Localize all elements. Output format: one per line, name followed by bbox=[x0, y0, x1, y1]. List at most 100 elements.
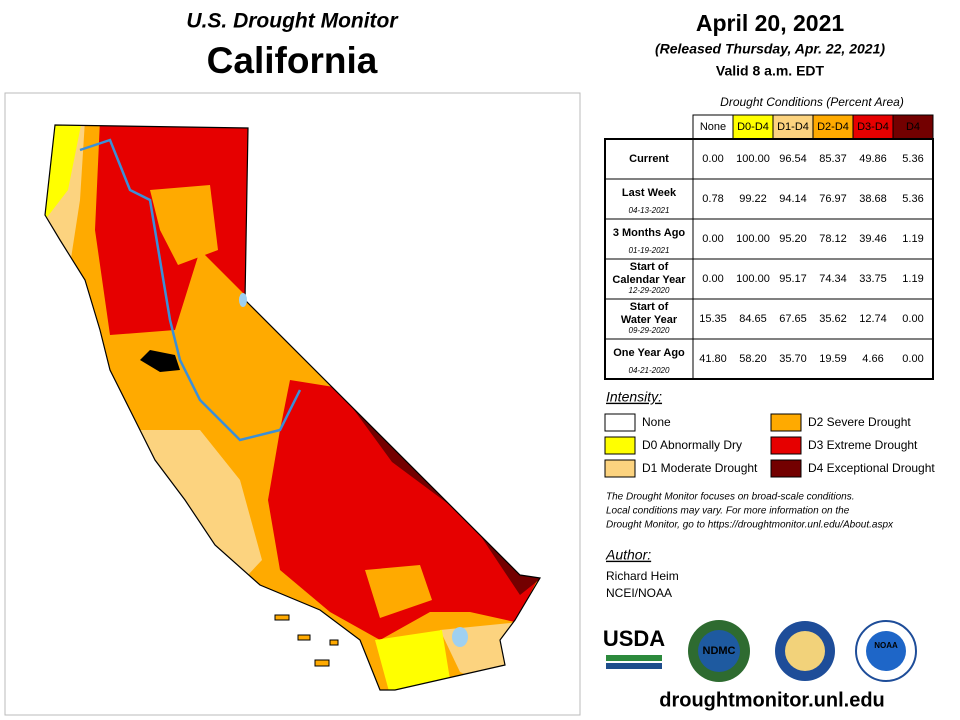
cell-value: 76.97 bbox=[819, 193, 847, 205]
row-date: 01-19-2021 bbox=[629, 246, 670, 255]
cell-value: 1.19 bbox=[902, 273, 923, 285]
column-header: None bbox=[700, 121, 726, 133]
column-header-cell bbox=[892, 114, 934, 140]
logo-bar bbox=[606, 663, 662, 669]
legend-label: D1 Moderate Drought bbox=[642, 461, 758, 475]
title: U.S. Drought Monitor bbox=[186, 10, 399, 33]
legend-swatch bbox=[770, 436, 802, 455]
cell-value: 41.80 bbox=[699, 353, 727, 365]
author-line: Richard Heim bbox=[606, 569, 679, 583]
cell-value: 0.78 bbox=[702, 193, 723, 205]
logo-noaa-inner bbox=[866, 631, 906, 671]
d3-area bbox=[268, 380, 540, 640]
cell-value: 1.19 bbox=[902, 233, 923, 245]
river bbox=[79, 138, 302, 442]
cell-value: 99.22 bbox=[739, 193, 767, 205]
d2-area bbox=[365, 565, 432, 618]
cell-value: 35.70 bbox=[779, 353, 807, 365]
logo-ndmc: NDMC bbox=[703, 645, 736, 657]
cell-value: 39.46 bbox=[859, 233, 887, 245]
legend-swatch bbox=[770, 459, 802, 478]
row-date: 04-21-2020 bbox=[629, 366, 670, 375]
note-line: The Drought Monitor focuses on broad-sca… bbox=[606, 492, 854, 503]
row-label: One Year Ago bbox=[613, 347, 685, 359]
cell-value: 74.34 bbox=[819, 273, 847, 285]
legend-title: Intensity: bbox=[606, 389, 662, 405]
d2-area bbox=[150, 185, 218, 265]
d0-area bbox=[375, 630, 452, 690]
table-caption: Drought Conditions (Percent Area) bbox=[720, 95, 904, 109]
cell-value: 12.74 bbox=[859, 313, 887, 325]
island bbox=[314, 659, 330, 667]
cell-value: 0.00 bbox=[702, 153, 723, 165]
legend-swatch bbox=[770, 413, 802, 432]
cell-value: 0.00 bbox=[902, 313, 923, 325]
island bbox=[274, 614, 290, 621]
cell-value: 94.14 bbox=[779, 193, 807, 205]
released: (Released Thursday, Apr. 22, 2021) bbox=[655, 41, 885, 57]
logo-doc-inner bbox=[785, 631, 825, 671]
author-line: NCEI/NOAA bbox=[606, 586, 672, 600]
legend-label: D3 Extreme Drought bbox=[808, 438, 918, 452]
cell-value: 100.00 bbox=[736, 233, 770, 245]
state-outline bbox=[44, 124, 541, 691]
row-label: 3 Months Ago bbox=[613, 227, 686, 239]
lake bbox=[239, 293, 247, 307]
islands bbox=[274, 614, 339, 667]
lake bbox=[452, 627, 468, 647]
cell-value: 84.65 bbox=[739, 313, 767, 325]
cell-value: 100.00 bbox=[736, 273, 770, 285]
column-header: D2-D4 bbox=[817, 121, 849, 133]
logo-noaa: NOAA bbox=[874, 641, 898, 650]
legend-swatch bbox=[604, 413, 636, 432]
row-label: Last Week bbox=[622, 187, 677, 199]
cell-value: 0.00 bbox=[702, 273, 723, 285]
author-title: Author: bbox=[605, 547, 651, 563]
valid: Valid 8 a.m. EDT bbox=[716, 63, 825, 79]
legend-label: D4 Exceptional Drought bbox=[808, 461, 935, 475]
cell-value: 96.54 bbox=[779, 153, 807, 165]
cell-value: 100.00 bbox=[736, 153, 770, 165]
d0-area bbox=[45, 125, 82, 220]
cell-value: 0.00 bbox=[702, 233, 723, 245]
island bbox=[329, 639, 339, 646]
logo-usda: USDA bbox=[603, 626, 665, 651]
logo-bar bbox=[606, 655, 662, 661]
cell-value: 78.12 bbox=[819, 233, 847, 245]
row-date: 04-13-2021 bbox=[629, 206, 670, 215]
column-header: D4 bbox=[906, 121, 920, 133]
cell-value: 0.00 bbox=[902, 353, 923, 365]
cell-value: 38.68 bbox=[859, 193, 887, 205]
map bbox=[4, 92, 581, 716]
column-header-cell bbox=[812, 114, 854, 140]
region: California bbox=[207, 40, 378, 81]
cell-value: 15.35 bbox=[699, 313, 727, 325]
cell-value: 19.59 bbox=[819, 353, 847, 365]
column-header-cell bbox=[852, 114, 894, 140]
cell-value: 95.17 bbox=[779, 273, 807, 285]
legend-label: D2 Severe Drought bbox=[808, 415, 911, 429]
cell-value: 95.20 bbox=[779, 233, 807, 245]
cell-value: 67.65 bbox=[779, 313, 807, 325]
logo-ndmc-inner bbox=[698, 630, 740, 672]
column-header: D1-D4 bbox=[777, 121, 809, 133]
cell-value: 33.75 bbox=[859, 273, 887, 285]
cell-value: 5.36 bbox=[902, 193, 923, 205]
date: April 20, 2021 bbox=[696, 10, 845, 36]
d1-area bbox=[140, 430, 262, 592]
column-header: D0-D4 bbox=[737, 121, 769, 133]
cell-value: 49.86 bbox=[859, 153, 887, 165]
legend-label: None bbox=[642, 415, 671, 429]
note-line: Drought Monitor, go to https://droughtmo… bbox=[606, 520, 894, 531]
cell-value: 85.37 bbox=[819, 153, 847, 165]
island bbox=[297, 634, 311, 641]
row-label: Current bbox=[629, 153, 669, 165]
footer-url: droughtmonitor.unl.edu bbox=[659, 689, 885, 711]
cell-value: 35.62 bbox=[819, 313, 847, 325]
note-line: Local conditions may vary. For more info… bbox=[606, 506, 850, 517]
column-header: D3-D4 bbox=[857, 121, 889, 133]
bay bbox=[140, 350, 180, 372]
cell-value: 5.36 bbox=[902, 153, 923, 165]
row-label: Start of Calendar Year bbox=[612, 261, 686, 286]
